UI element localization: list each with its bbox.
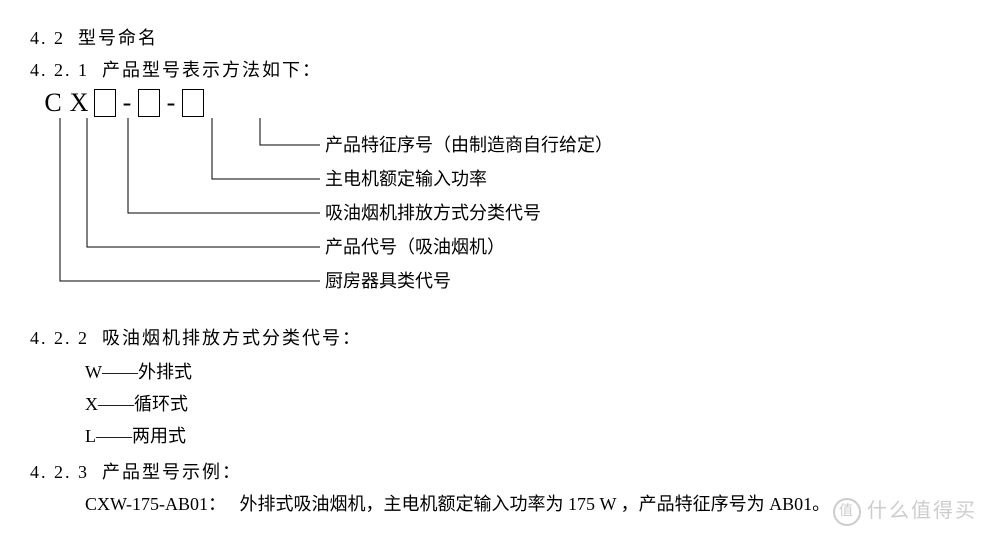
exhaust-class-list: W——外排式 X——循环式 L——两用式 — [85, 356, 967, 452]
section-heading: 4. 2 型号命名 — [30, 24, 967, 50]
label-kitchen-appliance: 厨房器具类代号 — [325, 264, 613, 298]
code-box-2 — [138, 89, 160, 117]
section-title: 型号命名 — [78, 28, 158, 48]
code-dash-2: - — [162, 88, 180, 118]
subsection-2: 4. 2. 2 吸油烟机排放方式分类代号： — [30, 324, 967, 350]
code-dash-1: - — [118, 88, 136, 118]
class-w: W——外排式 — [85, 356, 967, 388]
code-box-1 — [94, 89, 116, 117]
label-motor-power: 主电机额定输入功率 — [325, 162, 613, 196]
example-desc: 外排式吸油烟机，主电机额定输入功率为 175 W ，产品特征序号为 AB01。 — [240, 494, 831, 514]
code-box-3 — [182, 89, 204, 117]
diagram-labels: 产品特征序号（由制造商自行给定） 主电机额定输入功率 吸油烟机排放方式分类代号 … — [325, 128, 613, 298]
class-x: X——循环式 — [85, 388, 967, 420]
sub3-title: 产品型号示例： — [102, 462, 242, 482]
subsection-1: 4. 2. 1 产品型号表示方法如下： — [30, 56, 967, 82]
class-l: L——两用式 — [85, 420, 967, 452]
code-char-c: C — [40, 88, 66, 118]
connector-lines — [40, 118, 330, 318]
section-number: 4. 2 — [30, 28, 65, 48]
example-line: CXW-175-AB01： 外排式吸油烟机，主电机额定输入功率为 175 W ，… — [85, 490, 967, 516]
label-product-code: 产品代号（吸油烟机） — [325, 230, 613, 264]
sub3-number: 4. 2. 3 — [30, 462, 89, 482]
code-char-x: X — [66, 88, 92, 118]
sub1-title: 产品型号表示方法如下： — [102, 60, 322, 80]
sub2-number: 4. 2. 2 — [30, 328, 89, 348]
label-feature-serial: 产品特征序号（由制造商自行给定） — [325, 128, 613, 162]
subsection-3: 4. 2. 3 产品型号示例： — [30, 458, 967, 484]
sub2-title: 吸油烟机排放方式分类代号： — [102, 328, 362, 348]
model-code-diagram: C X - - 产品特征序号（由制造商自行给定） 主电机额定输入功率 吸油烟机排… — [40, 88, 967, 318]
sub1-number: 4. 2. 1 — [30, 60, 89, 80]
label-exhaust-class: 吸油烟机排放方式分类代号 — [325, 196, 613, 230]
example-code: CXW-175-AB01： — [85, 494, 226, 514]
code-row: C X - - — [40, 88, 206, 118]
